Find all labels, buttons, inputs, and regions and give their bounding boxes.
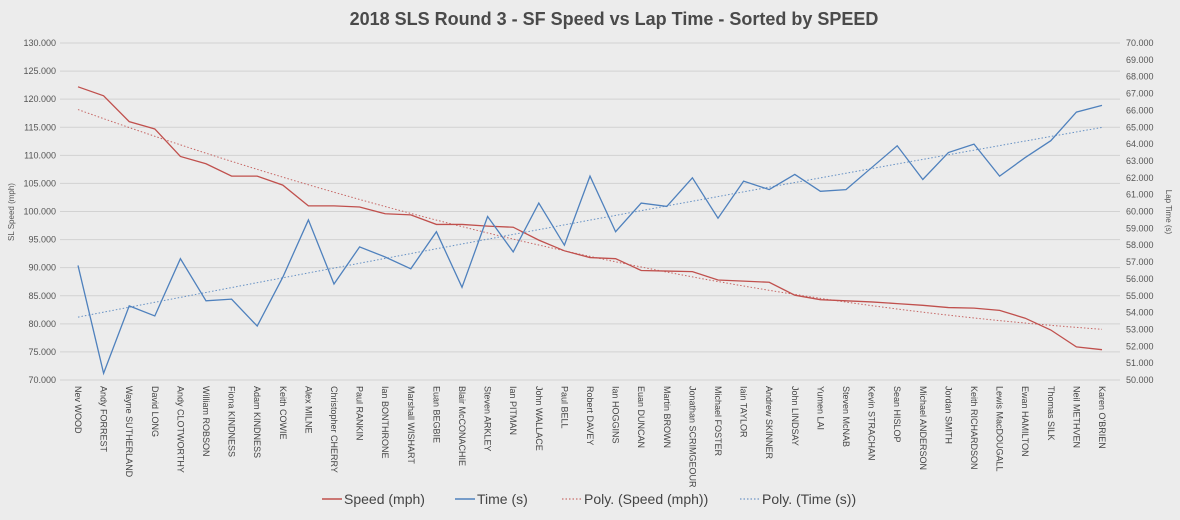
category-label: Blair McCONACHIE bbox=[457, 386, 467, 466]
category-label: Euan BEGBIE bbox=[431, 386, 441, 443]
category-label: Ian PITMAN bbox=[508, 386, 518, 435]
category-label: Euan DUNCAN bbox=[636, 386, 646, 448]
category-label: Alex MILNE bbox=[303, 386, 313, 434]
legend-label: Poly. (Time (s)) bbox=[762, 491, 856, 507]
chart-title: 2018 SLS Round 3 - SF Speed vs Lap Time … bbox=[350, 9, 879, 29]
category-label: Yumen LAI bbox=[815, 386, 825, 430]
left-tick-label: 110.000 bbox=[24, 150, 56, 160]
category-label: Nev WOOD bbox=[73, 386, 83, 434]
gridlines bbox=[60, 42, 1120, 381]
left-tick-label: 70.000 bbox=[28, 375, 56, 385]
category-label: Keith RICHARDSON bbox=[969, 386, 979, 470]
category-label: Paul RANKIN bbox=[355, 386, 365, 441]
right-tick-label: 59.000 bbox=[1126, 223, 1154, 233]
right-tick-label: 50.000 bbox=[1126, 375, 1154, 385]
category-label: Sean HISLOP bbox=[892, 386, 902, 443]
left-tick-label: 95.000 bbox=[28, 235, 56, 245]
left-tick-label: 105.000 bbox=[23, 178, 56, 188]
right-tick-label: 70.000 bbox=[1126, 38, 1154, 48]
right-tick-label: 56.000 bbox=[1126, 274, 1154, 284]
series-line-1 bbox=[77, 104, 1103, 376]
category-label: John WALLACE bbox=[534, 386, 544, 451]
category-label: Lewis MacDOUGALL bbox=[995, 386, 1005, 472]
right-tick-label: 55.000 bbox=[1126, 291, 1154, 301]
left-axis-ticks: 70.000 75.000 80.000 85.000 90.000 95.000 100.… bbox=[23, 38, 56, 385]
right-tick-label: 63.000 bbox=[1126, 156, 1154, 166]
series-layer bbox=[77, 86, 1103, 376]
right-tick-label: 58.000 bbox=[1126, 240, 1154, 250]
right-tick-label: 51.000 bbox=[1126, 358, 1154, 368]
category-label: Jonathan SCRIMGEOUR bbox=[687, 386, 697, 488]
category-label: Martin BROWN bbox=[662, 386, 672, 448]
right-tick-label: 52.000 bbox=[1126, 341, 1154, 351]
series-line-3 bbox=[77, 126, 1103, 318]
category-label: Andy CLOTWORTHY bbox=[175, 386, 185, 473]
category-label: Thomas SILK bbox=[1046, 386, 1056, 441]
category-labels: Nev WOOD Andy FORREST Wayne SUTHERLAND Davi… bbox=[73, 386, 1107, 488]
right-tick-label: 61.000 bbox=[1126, 190, 1154, 200]
category-label: Robert DAVEY bbox=[585, 386, 595, 445]
category-label: John LINDSAY bbox=[790, 386, 800, 446]
right-tick-label: 57.000 bbox=[1126, 257, 1154, 267]
left-tick-label: 125.000 bbox=[23, 66, 56, 76]
legend: Speed (mph) Time (s) Poly. (Speed (mph)) Po… bbox=[322, 491, 856, 507]
category-label: Ian HOGGINS bbox=[611, 386, 621, 444]
left-tick-label: 130.000 bbox=[23, 38, 56, 48]
series-line-2 bbox=[77, 109, 1103, 330]
category-label: Michael ANDERSON bbox=[918, 386, 928, 470]
right-tick-label: 64.000 bbox=[1126, 139, 1154, 149]
category-label: Fiona KINDNESS bbox=[227, 386, 237, 457]
category-label: Keith COWIE bbox=[278, 386, 288, 440]
left-tick-label: 90.000 bbox=[28, 263, 56, 273]
right-tick-label: 62.000 bbox=[1126, 173, 1154, 183]
category-label: Ewan HAMILTON bbox=[1020, 386, 1030, 457]
left-tick-label: 85.000 bbox=[28, 291, 56, 301]
category-label: David LONG bbox=[150, 386, 160, 437]
legend-label: Poly. (Speed (mph)) bbox=[584, 491, 708, 507]
right-tick-label: 68.000 bbox=[1126, 72, 1154, 82]
category-label: Andy FORREST bbox=[99, 386, 109, 453]
legend-label: Time (s) bbox=[477, 491, 528, 507]
category-label: Andrew SKINNER bbox=[764, 386, 774, 460]
category-label: Paul BELL bbox=[559, 386, 569, 429]
left-tick-label: 115.000 bbox=[24, 122, 56, 132]
left-tick-label: 80.000 bbox=[28, 319, 56, 329]
category-label: Neil METHVEN bbox=[1071, 386, 1081, 448]
category-label: Jordan SMITH bbox=[943, 386, 953, 444]
category-label: Marshall WISHART bbox=[406, 386, 416, 464]
category-label: Karen O'BRIEN bbox=[1097, 386, 1107, 449]
right-tick-label: 66.000 bbox=[1126, 105, 1154, 115]
legend-label: Speed (mph) bbox=[344, 491, 425, 507]
category-label: Steven McNAB bbox=[841, 386, 851, 447]
left-tick-label: 120.000 bbox=[23, 94, 56, 104]
right-tick-label: 65.000 bbox=[1126, 122, 1154, 132]
right-tick-label: 67.000 bbox=[1126, 89, 1154, 99]
category-label: Adam KINDNESS bbox=[252, 386, 262, 458]
left-axis-label: SL Speed (mph) bbox=[7, 183, 16, 241]
category-label: Christopher CHERRY bbox=[329, 386, 339, 473]
category-label: Michael FOSTER bbox=[713, 386, 723, 457]
right-axis-ticks: 50.000 51.000 52.000 53.000 54.000 55.000 56.0… bbox=[1126, 38, 1154, 385]
right-axis-label: Lap Time (s) bbox=[1164, 190, 1173, 235]
category-label: Iain TAYLOR bbox=[739, 386, 749, 438]
category-label: Ian BONTHRONE bbox=[380, 386, 390, 459]
category-label: Wayne SUTHERLAND bbox=[124, 386, 134, 478]
category-label: Kevin STRACHAN bbox=[867, 386, 877, 461]
series-line-0 bbox=[77, 86, 1103, 351]
right-tick-label: 53.000 bbox=[1126, 324, 1154, 334]
left-tick-label: 75.000 bbox=[28, 347, 56, 357]
category-label: Steven ARKLEY bbox=[483, 386, 493, 452]
right-tick-label: 60.000 bbox=[1126, 207, 1154, 217]
right-tick-label: 69.000 bbox=[1126, 55, 1154, 65]
left-tick-label: 100.000 bbox=[23, 207, 56, 217]
category-label: William ROBSON bbox=[201, 386, 211, 457]
right-tick-label: 54.000 bbox=[1126, 308, 1154, 318]
